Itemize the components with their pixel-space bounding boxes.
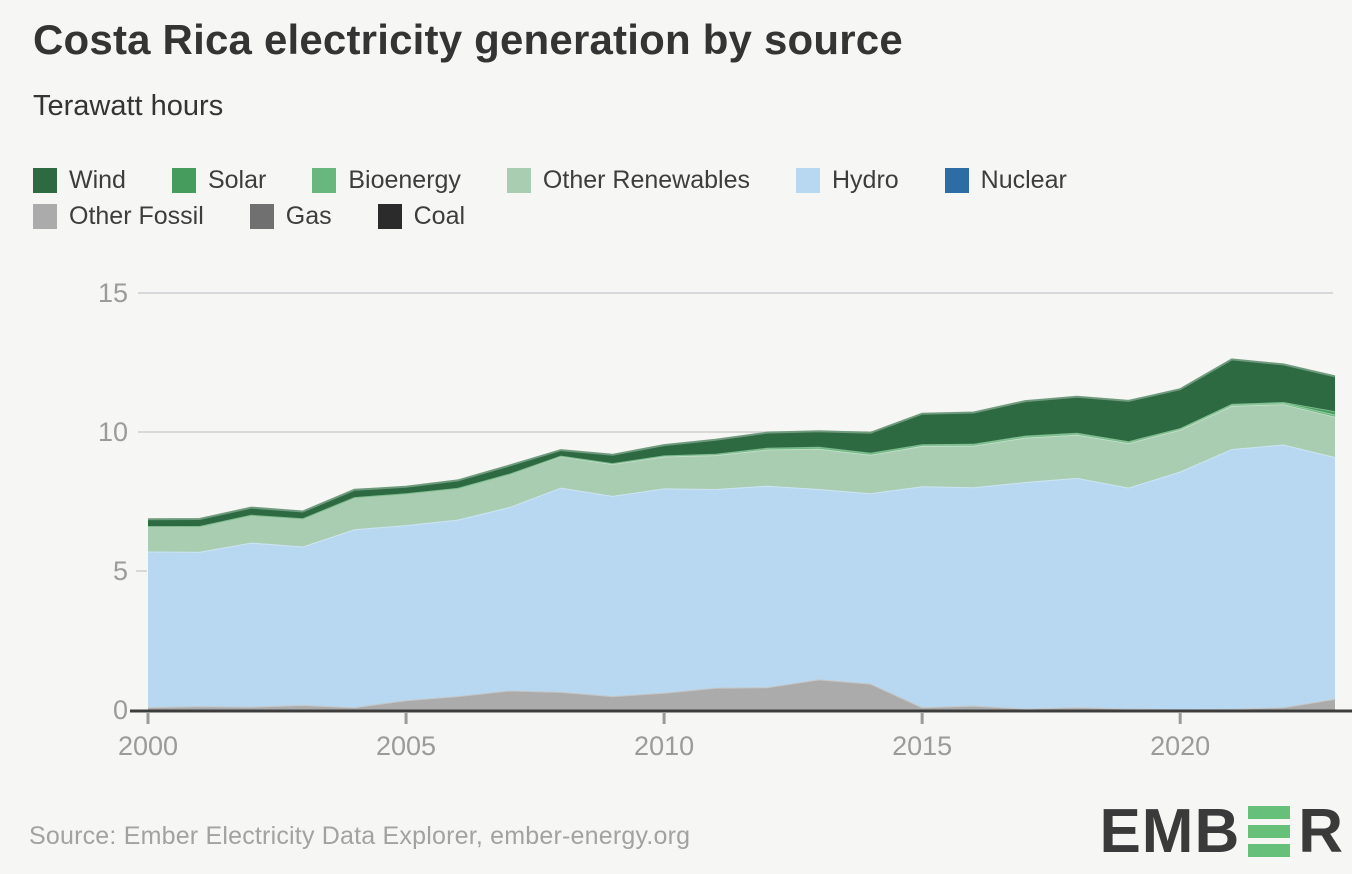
- area-hydro: [148, 444, 1335, 710]
- x-tick-label-2015: 2015: [892, 731, 952, 761]
- chart-units-subtitle: Terawatt hours: [33, 90, 224, 122]
- legend-label: Coal: [413, 202, 466, 230]
- legend-label: Other Fossil: [69, 202, 204, 230]
- legend-row: Other Fossil Gas Coal: [33, 202, 1323, 231]
- legend-item-solar: Solar: [171, 166, 267, 195]
- legend-item-other-renewables: Other Renewables: [506, 166, 750, 195]
- legend-swatch-other-renewables: [506, 168, 531, 193]
- x-tick-label-2000: 2000: [118, 731, 178, 761]
- legend-item-hydro: Hydro: [795, 166, 899, 195]
- legend-label: Gas: [285, 202, 332, 230]
- area-wind: [148, 359, 1335, 526]
- legend-swatch-nuclear: [944, 168, 969, 193]
- area-other-fossil: [148, 679, 1335, 710]
- ember-logo: EMB R: [1099, 796, 1344, 867]
- chart-legend: Wind Solar Bioenergy Other Renewables Hydro N…: [33, 166, 1323, 231]
- legend-label: Hydro: [831, 166, 899, 194]
- x-tick-label-2005: 2005: [376, 731, 436, 761]
- source-attribution: Source: Ember Electricity Data Explorer,…: [29, 822, 691, 850]
- legend-swatch-gas: [249, 204, 274, 229]
- legend-label: Bioenergy: [348, 166, 461, 194]
- legend-item-bioenergy: Bioenergy: [312, 166, 461, 195]
- legend-label: Other Renewables: [542, 166, 750, 194]
- legend-item-wind: Wind: [33, 166, 126, 195]
- legend-swatch-solar: [171, 168, 196, 193]
- y-tick-label-5: 5: [113, 556, 128, 586]
- legend-item-other-fossil: Other Fossil: [33, 202, 204, 231]
- area-other-renewables: [148, 404, 1335, 552]
- x-tick-label-2010: 2010: [634, 731, 694, 761]
- legend-item-coal: Coal: [377, 202, 466, 231]
- legend-label: Wind: [69, 166, 126, 194]
- page-title: Costa Rica electricity generation by sou…: [33, 16, 903, 63]
- y-tick-label-10: 10: [98, 417, 128, 447]
- legend-label: Nuclear: [980, 166, 1067, 194]
- legend-item-nuclear: Nuclear: [944, 166, 1067, 195]
- legend-swatch-bioenergy: [312, 168, 337, 193]
- area-edge-wind: [147, 358, 1336, 521]
- y-tick-label-15: 15: [98, 278, 128, 308]
- ember-logo-text-suffix: R: [1298, 797, 1344, 866]
- legend-label: Solar: [207, 166, 267, 194]
- legend-swatch-wind: [33, 168, 57, 193]
- x-tick-label-2020: 2020: [1150, 731, 1210, 761]
- ember-logo-green-e-icon: [1248, 806, 1291, 857]
- y-tick-label-0: 0: [113, 695, 128, 725]
- legend-item-gas: Gas: [249, 202, 332, 231]
- legend-swatch-coal: [377, 204, 402, 229]
- legend-swatch-other-fossil: [33, 204, 57, 229]
- ember-logo-text-prefix: EMB: [1099, 797, 1241, 866]
- legend-row: Wind Solar Bioenergy Other Renewables Hydro N…: [33, 166, 1323, 195]
- legend-swatch-hydro: [795, 168, 820, 193]
